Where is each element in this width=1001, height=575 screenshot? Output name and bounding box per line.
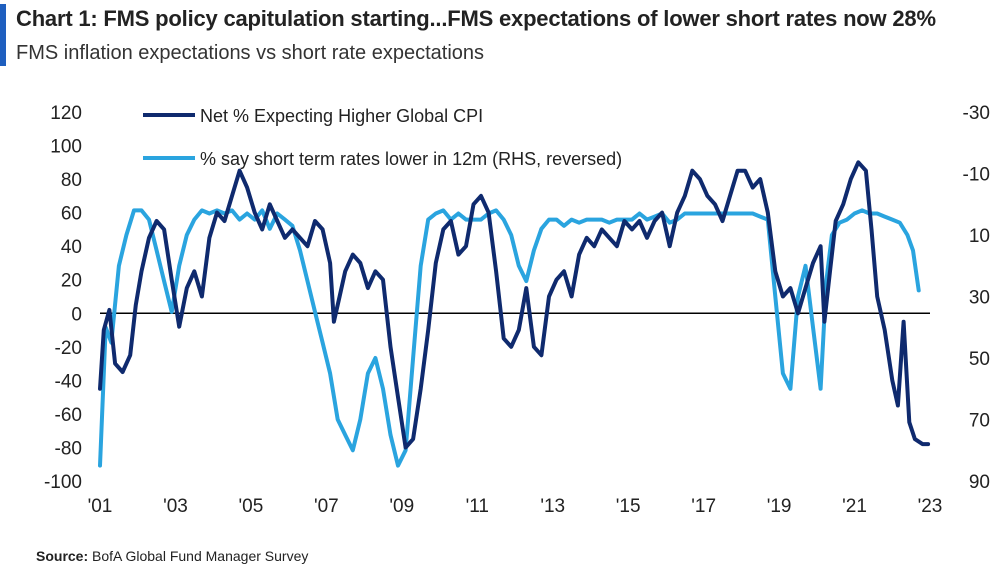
x-tick-label: '17 <box>691 496 716 517</box>
y-left-tick-label: -80 <box>55 438 82 459</box>
x-tick-label: '13 <box>540 496 565 517</box>
y-left-tick-label: -100 <box>44 472 82 493</box>
legend-label-cpi: Net % Expecting Higher Global CPI <box>200 106 483 126</box>
x-tick-label: '09 <box>389 496 414 517</box>
x-tick-label: '11 <box>466 496 489 517</box>
y-left-tick-label: -20 <box>55 338 82 359</box>
legend-label-short-rates: % say short term rates lower in 12m (RHS… <box>200 149 622 169</box>
x-tick-label: '05 <box>239 496 264 517</box>
y-left-tick-label: -40 <box>55 371 82 392</box>
chart-subtitle: FMS inflation expectations vs short rate… <box>16 42 485 64</box>
y-right-tick-label: 50 <box>969 349 990 370</box>
title-accent-bar <box>0 4 6 66</box>
y-right-tick-label: 10 <box>969 226 990 247</box>
y-left-tick-label: 20 <box>61 271 82 292</box>
x-tick-label: '15 <box>616 496 641 517</box>
y-left-tick-label: 100 <box>50 137 82 158</box>
y-left-tick-label: -60 <box>55 405 82 426</box>
series-line-short-rates <box>98 208 921 468</box>
source-label: Source: <box>36 548 89 564</box>
y-left-tick-label: 60 <box>61 204 82 225</box>
y-right-tick-label: -30 <box>963 103 990 124</box>
x-tick-label: '01 <box>88 496 113 517</box>
y-right-tick-label: 90 <box>969 472 990 493</box>
x-tick-label: '19 <box>767 496 792 517</box>
source-text: BofA Global Fund Manager Survey <box>92 548 309 564</box>
y-left-tick-label: 80 <box>61 170 82 191</box>
y-right-tick-label: 70 <box>969 411 990 432</box>
x-tick-label: '23 <box>918 496 943 517</box>
y-right-tick-label: 30 <box>969 288 990 309</box>
x-tick-label: '21 <box>842 496 867 517</box>
y-left-tick-label: 40 <box>61 237 82 258</box>
chart-title: Chart 1: FMS policy capitulation startin… <box>16 6 936 31</box>
y-left-tick-label: 120 <box>50 103 82 124</box>
y-right-tick-label: -10 <box>963 165 990 186</box>
source-note: Source: BofA Global Fund Manager Survey <box>36 548 308 564</box>
x-tick-label: '03 <box>163 496 188 517</box>
y-left-tick-label: 0 <box>71 304 82 325</box>
series-line-cpi <box>98 160 931 450</box>
x-tick-label: '07 <box>314 496 339 517</box>
